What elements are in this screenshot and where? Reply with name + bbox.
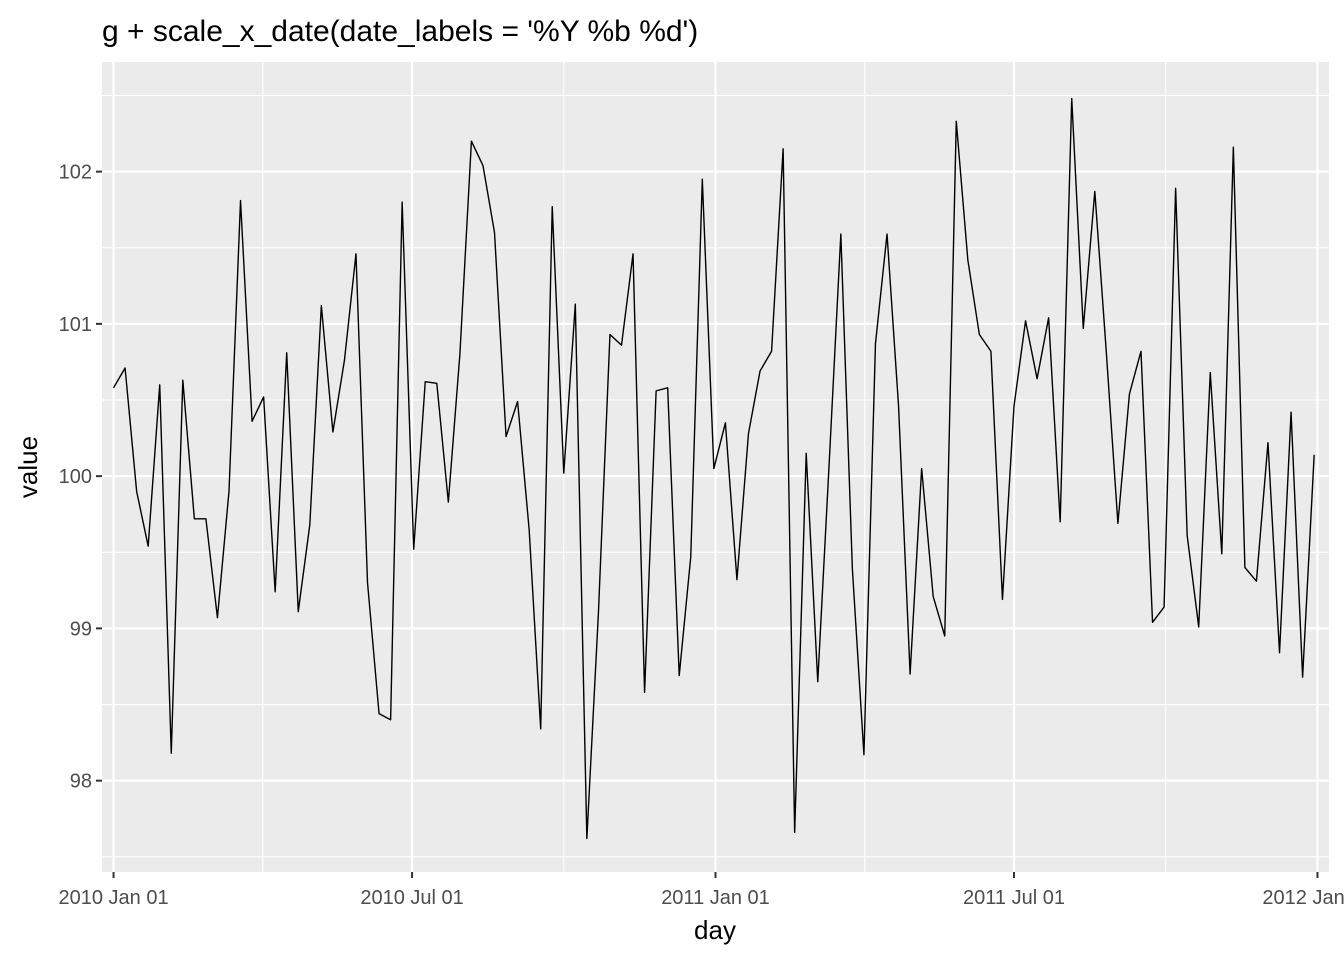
y-tick-label: 100 bbox=[59, 466, 92, 488]
y-axis-title: value bbox=[13, 436, 43, 498]
x-tick-label: 2010 Jan 01 bbox=[58, 887, 168, 909]
y-tick-label: 99 bbox=[70, 618, 92, 640]
major-gridlines bbox=[102, 62, 1329, 872]
x-tick-label: 2010 Jul 01 bbox=[360, 887, 463, 909]
chart-title: g + scale_x_date(date_labels = '%Y %b %d… bbox=[102, 15, 698, 48]
x-tick-label: 2012 Jan 01 bbox=[1262, 887, 1344, 909]
y-axis: 98 99 100 101 102 bbox=[59, 162, 102, 793]
x-tick-label: 2011 Jul 01 bbox=[963, 887, 1065, 909]
x-axis-title: day bbox=[694, 915, 736, 945]
x-axis: 2010 Jan 01 2010 Jul 01 2011 Jan 01 2011 Ju… bbox=[58, 872, 1344, 909]
series-line bbox=[112, 97, 1315, 840]
y-tick-label: 98 bbox=[70, 771, 92, 793]
y-tick-label: 101 bbox=[59, 314, 92, 336]
x-tick-label: 2011 Jan 01 bbox=[661, 887, 770, 909]
y-tick-label: 102 bbox=[59, 162, 92, 184]
